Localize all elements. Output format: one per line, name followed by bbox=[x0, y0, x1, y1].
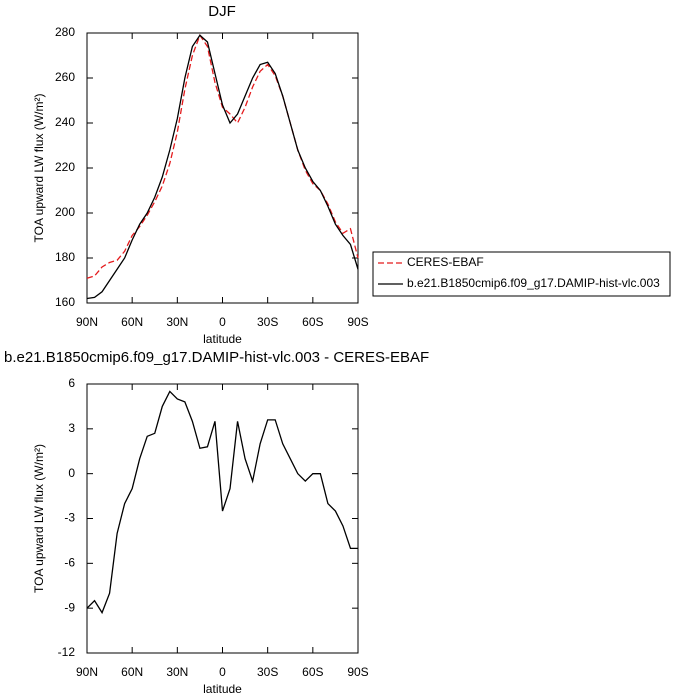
y-tick-label: -12 bbox=[58, 645, 76, 659]
plot-frame bbox=[86, 383, 359, 654]
x-tick-label: 60N bbox=[121, 665, 143, 679]
x-tick-label: 90S bbox=[347, 315, 368, 329]
x-tick-label: 60S bbox=[302, 665, 323, 679]
y-tick-label: 0 bbox=[68, 466, 75, 480]
y-tick-label: -9 bbox=[64, 600, 75, 614]
x-tick-label: 60N bbox=[121, 315, 143, 329]
x-tick-label: 90N bbox=[76, 665, 98, 679]
x-tick-label: 30S bbox=[257, 665, 278, 679]
y-tick-label: 220 bbox=[55, 160, 75, 174]
y-axis-label: TOA upward LW flux (W/m²) bbox=[32, 94, 46, 243]
y-tick-label: 160 bbox=[55, 295, 75, 309]
data-line bbox=[86, 33, 359, 279]
y-tick-label: 240 bbox=[55, 115, 75, 129]
legend-label: b.e21.B1850cmip6.f09_g17.DAMIP-hist-vlc.… bbox=[407, 276, 660, 290]
y-axis-label: TOA upward LW flux (W/m²) bbox=[32, 444, 46, 593]
data-line bbox=[86, 34, 359, 300]
y-tick-label: 280 bbox=[55, 25, 75, 39]
legend-box bbox=[372, 251, 671, 297]
chart-title: DJF bbox=[208, 3, 236, 20]
data-line bbox=[86, 390, 358, 615]
x-tick-label: 0 bbox=[219, 665, 226, 679]
y-tick-label: 6 bbox=[68, 376, 75, 390]
y-tick-label: 200 bbox=[55, 205, 75, 219]
y-tick-label: 260 bbox=[55, 70, 75, 84]
x-tick-label: 90S bbox=[347, 665, 368, 679]
y-tick-label: -6 bbox=[64, 556, 75, 570]
y-tick-label: -3 bbox=[64, 511, 75, 525]
legend-label: CERES-EBAF bbox=[407, 255, 484, 269]
x-tick-label: 30S bbox=[257, 315, 278, 329]
y-tick-label: 3 bbox=[68, 421, 75, 435]
plot-frame bbox=[86, 32, 359, 304]
x-axis-label: latitude bbox=[203, 332, 242, 346]
x-axis-label: latitude bbox=[203, 682, 242, 696]
y-tick-label: 180 bbox=[55, 250, 75, 264]
x-tick-label: 90N bbox=[76, 315, 98, 329]
x-tick-label: 30N bbox=[166, 665, 188, 679]
x-tick-label: 60S bbox=[302, 315, 323, 329]
x-tick-label: 30N bbox=[166, 315, 188, 329]
x-tick-label: 0 bbox=[219, 315, 226, 329]
chart-title: b.e21.B1850cmip6.f09_g17.DAMIP-hist-vlc.… bbox=[4, 349, 429, 366]
